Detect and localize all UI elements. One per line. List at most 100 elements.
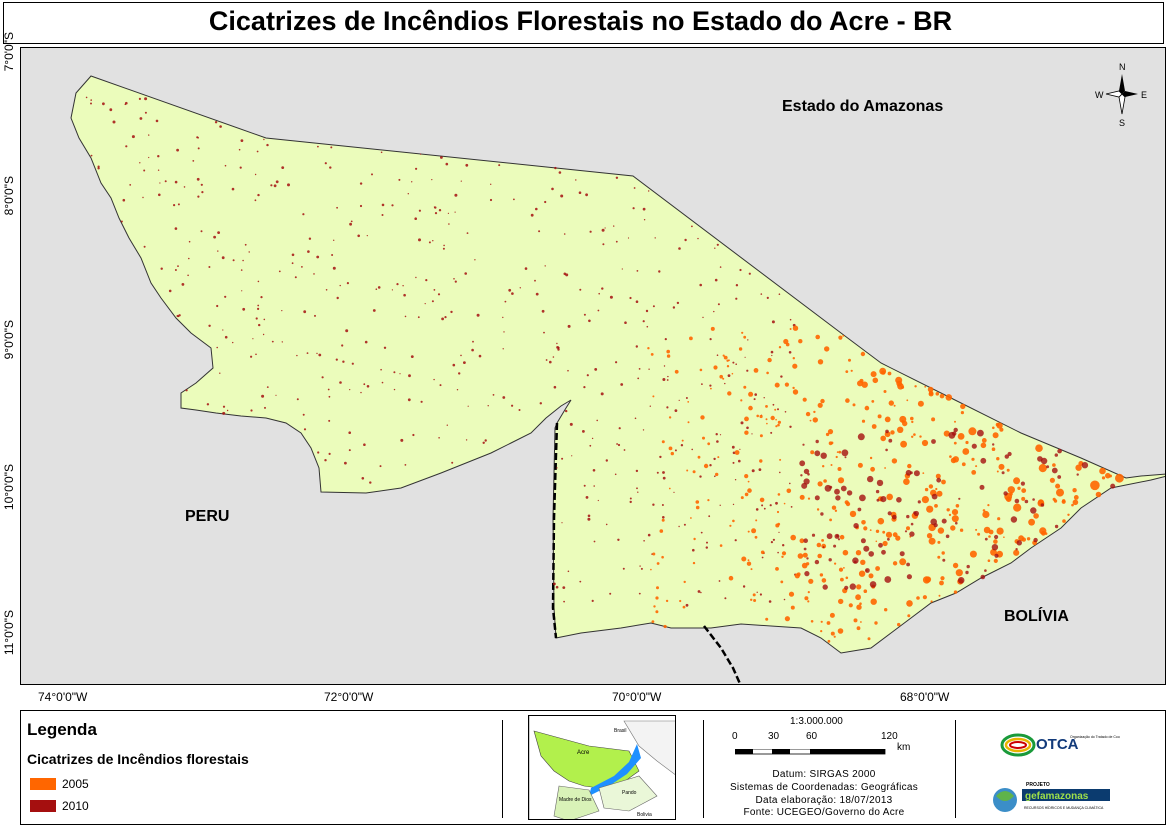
fire-scar-patch <box>766 422 768 425</box>
fire-scar-patch <box>183 186 186 188</box>
fire-scar-patch <box>208 266 211 268</box>
fire-scar-patch <box>887 511 892 516</box>
fire-scar-patch <box>415 167 418 170</box>
fire-scar-patch <box>682 605 686 609</box>
fire-scar-patch <box>562 586 566 589</box>
fire-scar-patch <box>375 288 378 290</box>
fire-scar-patch <box>393 371 396 374</box>
fire-scar-patch <box>774 408 777 411</box>
fire-scar-patch <box>609 295 613 299</box>
fire-scar-patch <box>906 600 913 607</box>
fire-scar-patch <box>177 203 180 206</box>
fire-scar-patch <box>808 578 814 584</box>
fire-scar-patch <box>738 459 741 463</box>
fire-scar-patch <box>339 381 342 384</box>
fire-scar-patch <box>987 504 990 507</box>
fire-scar-patch <box>852 557 859 564</box>
inset-svg: Brasil Acre Madre de Dios Pando Bolivia <box>529 716 675 819</box>
fire-scar-patch <box>206 403 210 406</box>
fire-scar-patch <box>666 406 669 409</box>
fire-scar-patch <box>214 121 218 124</box>
divider-1 <box>502 720 503 818</box>
fire-scar-patch <box>254 199 257 202</box>
fire-scar-patch <box>200 230 203 233</box>
fire-scar-patch <box>799 538 805 544</box>
fire-scar-patch <box>1004 454 1009 459</box>
fire-scar-patch <box>993 539 998 544</box>
fire-scar-patch <box>981 438 987 443</box>
fire-scar-patch <box>597 499 599 502</box>
fire-scar-patch <box>853 523 859 529</box>
fire-scar-patch <box>639 565 641 567</box>
fire-scar-patch <box>1017 486 1021 490</box>
fire-scar-patch <box>349 222 352 226</box>
fire-scar-patch <box>893 404 896 407</box>
fire-scar-patch <box>790 605 795 610</box>
fire-scar-patch <box>980 574 986 580</box>
fire-scar-patch <box>364 340 368 344</box>
fire-scar-patch <box>662 516 665 519</box>
fire-scar-patch <box>561 522 563 524</box>
fire-scar-patch <box>652 552 656 556</box>
fire-scar-patch <box>820 452 827 459</box>
fire-scar-patch <box>766 371 769 375</box>
fire-scar-patch <box>734 479 737 481</box>
fire-scar-patch <box>955 521 958 525</box>
inset-location-map: Brasil Acre Madre de Dios Pando Bolivia <box>528 715 676 820</box>
fire-scar-patch <box>713 457 716 461</box>
fire-scar-patch <box>242 259 244 262</box>
fire-scar-patch <box>939 393 945 399</box>
fire-scar-patch <box>158 193 161 197</box>
fire-scar-patch <box>771 320 775 324</box>
fire-scar-patch <box>569 422 573 426</box>
fire-scar-patch <box>1021 537 1026 542</box>
fire-scar-patch <box>551 187 554 191</box>
fire-scar-patch <box>307 250 310 253</box>
fire-scar-patch <box>954 420 956 423</box>
fire-scar-patch <box>747 488 752 493</box>
fire-scar-patch <box>724 382 726 385</box>
fire-scar-patch <box>830 464 833 466</box>
fire-scar-patch <box>744 430 749 435</box>
fire-scar-patch <box>799 494 805 500</box>
fire-scar-patch <box>538 230 541 233</box>
fire-scar-patch <box>719 374 723 379</box>
fire-scar-patch <box>258 323 261 327</box>
fire-scar-patch <box>316 352 318 355</box>
fire-scar-patch <box>261 394 265 398</box>
fire-scar-patch <box>943 430 950 437</box>
fire-scar-patch <box>583 484 586 487</box>
fire-scar-patch <box>965 570 969 575</box>
fire-scar-patch <box>900 385 905 389</box>
fire-scar-patch <box>403 293 406 297</box>
fire-scar-patch <box>668 487 671 490</box>
fire-scar-patch <box>748 272 751 275</box>
fire-scar-patch <box>700 531 703 534</box>
fire-scar-patch <box>826 533 833 540</box>
fire-scar-patch <box>420 153 422 155</box>
fire-scar-patch <box>705 546 708 549</box>
fire-scar-patch <box>666 349 670 354</box>
fire-scar-patch <box>906 574 913 580</box>
fire-scar-patch <box>820 398 825 404</box>
fire-scar-patch <box>637 377 640 380</box>
fire-scar-patch <box>859 494 866 502</box>
fire-scar-patch <box>777 551 779 554</box>
fire-scar-patch <box>579 580 582 583</box>
fire-scar-patch <box>1001 471 1005 475</box>
fire-scar-patch <box>693 537 696 541</box>
fire-scar-patch <box>678 247 681 250</box>
fire-scar-patch <box>697 237 699 240</box>
fire-scar-patch <box>287 183 290 187</box>
fire-scar-patch <box>232 341 234 344</box>
fire-scar-patch <box>181 283 185 286</box>
fire-scar-patch <box>784 616 791 622</box>
fire-scar-patch <box>598 292 600 295</box>
fire-scar-patch <box>975 465 978 468</box>
fire-scar-patch <box>296 354 298 357</box>
fire-scar-patch <box>1072 499 1079 506</box>
fire-scar-patch <box>857 433 865 441</box>
fire-scar-patch <box>949 455 952 458</box>
fire-scar-patch <box>732 519 735 523</box>
fire-scar-patch <box>650 568 652 571</box>
